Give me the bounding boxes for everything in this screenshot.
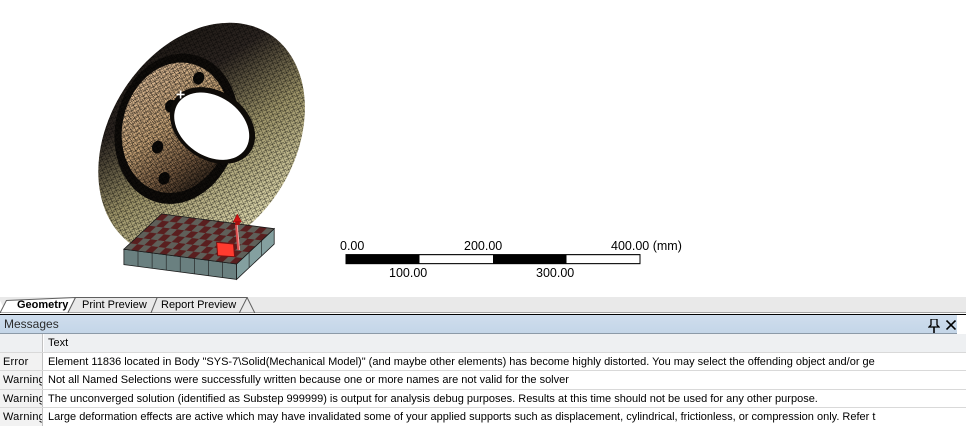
svg-text:0.00: 0.00 bbox=[340, 239, 364, 253]
svg-text:300.00: 300.00 bbox=[536, 266, 574, 280]
svg-text:400.00 (mm): 400.00 (mm) bbox=[611, 239, 682, 253]
svg-text:200.00: 200.00 bbox=[464, 239, 502, 253]
svg-text:100.00: 100.00 bbox=[389, 266, 427, 280]
